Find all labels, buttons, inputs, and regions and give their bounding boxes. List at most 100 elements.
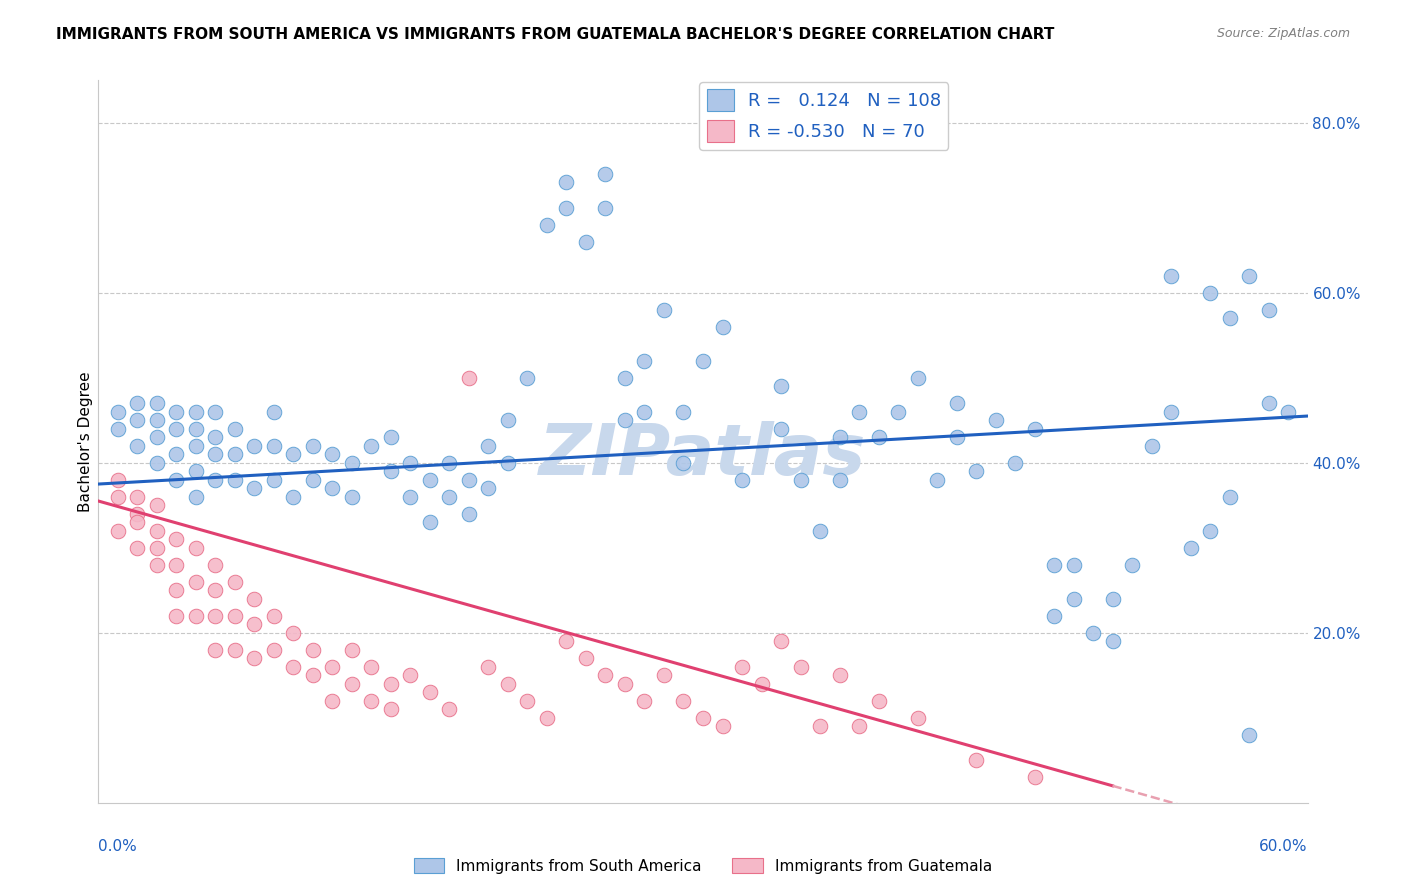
Point <box>283 490 305 504</box>
Point <box>165 583 187 598</box>
Point <box>204 642 226 657</box>
Point <box>848 405 870 419</box>
Point <box>1140 439 1163 453</box>
Point <box>224 608 246 623</box>
Point <box>321 481 343 495</box>
Point <box>399 490 422 504</box>
Point <box>263 642 285 657</box>
Point <box>419 473 441 487</box>
Point <box>614 413 637 427</box>
Point <box>146 456 169 470</box>
Point <box>458 507 481 521</box>
Point <box>1081 625 1104 640</box>
Text: IMMIGRANTS FROM SOUTH AMERICA VS IMMIGRANTS FROM GUATEMALA BACHELOR'S DEGREE COR: IMMIGRANTS FROM SOUTH AMERICA VS IMMIGRA… <box>56 27 1054 42</box>
Point <box>1004 456 1026 470</box>
Point <box>965 753 987 767</box>
Point <box>1024 422 1046 436</box>
Point <box>828 668 851 682</box>
Point <box>614 371 637 385</box>
Point <box>243 591 266 606</box>
Point <box>516 371 538 385</box>
Point <box>224 473 246 487</box>
Point <box>321 694 343 708</box>
Point <box>419 516 441 530</box>
Point <box>184 541 207 555</box>
Point <box>283 447 305 461</box>
Point <box>360 439 382 453</box>
Point <box>555 634 578 648</box>
Point <box>1237 728 1260 742</box>
Point <box>340 490 363 504</box>
Point <box>224 574 246 589</box>
Point <box>224 642 246 657</box>
Point <box>302 668 325 682</box>
Point <box>672 405 695 419</box>
Point <box>243 651 266 665</box>
Point <box>263 439 285 453</box>
Point <box>302 439 325 453</box>
Point <box>692 711 714 725</box>
Point <box>633 694 655 708</box>
Point <box>672 694 695 708</box>
Point <box>380 677 402 691</box>
Point <box>516 694 538 708</box>
Point <box>283 660 305 674</box>
Point <box>107 473 129 487</box>
Point <box>1101 591 1123 606</box>
Point <box>789 660 811 674</box>
Point <box>925 473 948 487</box>
Point <box>165 422 187 436</box>
Point <box>302 642 325 657</box>
Point <box>633 405 655 419</box>
Point <box>1160 268 1182 283</box>
Point <box>1219 490 1241 504</box>
Point <box>769 379 792 393</box>
Point <box>711 719 734 733</box>
Point <box>224 447 246 461</box>
Point <box>165 533 187 547</box>
Point <box>1277 405 1299 419</box>
Point <box>769 634 792 648</box>
Point <box>868 430 890 444</box>
Point <box>439 702 461 716</box>
Point <box>321 447 343 461</box>
Point <box>127 490 149 504</box>
Point <box>769 422 792 436</box>
Point <box>731 473 754 487</box>
Point <box>1219 311 1241 326</box>
Point <box>458 473 481 487</box>
Text: 0.0%: 0.0% <box>98 838 138 854</box>
Point <box>1063 558 1085 572</box>
Point <box>1180 541 1202 555</box>
Point <box>477 481 499 495</box>
Point <box>243 439 266 453</box>
Point <box>1257 396 1279 410</box>
Point <box>828 430 851 444</box>
Point <box>868 694 890 708</box>
Point <box>184 464 207 478</box>
Point <box>283 625 305 640</box>
Point <box>496 413 519 427</box>
Point <box>127 516 149 530</box>
Point <box>146 413 169 427</box>
Point <box>243 617 266 632</box>
Point <box>107 405 129 419</box>
Point <box>555 201 578 215</box>
Point <box>984 413 1007 427</box>
Point <box>1121 558 1143 572</box>
Point <box>595 167 617 181</box>
Point <box>477 660 499 674</box>
Point <box>146 396 169 410</box>
Point <box>652 302 675 317</box>
Point <box>127 541 149 555</box>
Point <box>184 439 207 453</box>
Point <box>184 422 207 436</box>
Point <box>477 439 499 453</box>
Point <box>555 175 578 189</box>
Text: 60.0%: 60.0% <box>1260 838 1308 854</box>
Point <box>1063 591 1085 606</box>
Point <box>751 677 773 691</box>
Point <box>224 422 246 436</box>
Point <box>184 574 207 589</box>
Point <box>380 464 402 478</box>
